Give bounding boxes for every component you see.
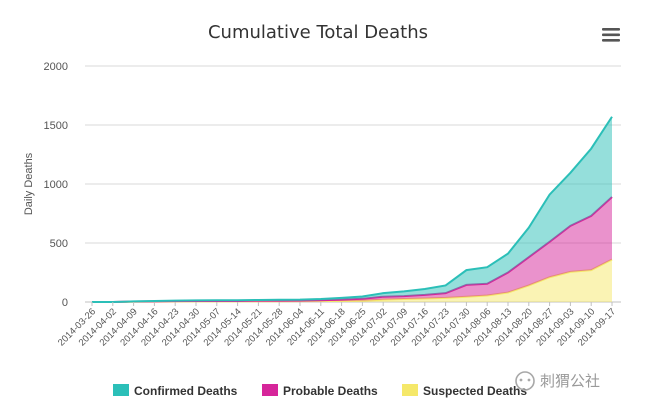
legend-item-probable-deaths[interactable]: Probable Deaths [262,384,378,398]
y-tick-label: 500 [50,238,68,250]
legend-label: Probable Deaths [283,384,378,398]
legend-label: Suspected Deaths [423,384,527,398]
legend-swatch [262,384,278,396]
wechat-icon [515,371,535,391]
wechat-icon-eye [527,378,531,382]
hamburger-menu-icon [602,28,620,31]
chart-title: Cumulative Total Deaths [208,22,428,43]
area-suspected-deaths [92,259,612,302]
y-tick-label: 0 [62,297,68,309]
hamburger-menu-icon-bar [602,33,620,37]
legend-swatch [113,384,129,396]
y-axis-label: Daily Deaths [23,152,35,215]
y-axis-ticks: 0 500 1000 1500 2000 [44,61,68,309]
legend-item-suspected-deaths[interactable]: Suspected Deaths [402,384,527,398]
wechat-icon-eye [519,378,523,382]
legend-swatch [402,384,418,396]
series-areas [92,116,613,303]
y-tick-label: 2000 [44,61,68,73]
line-confirmed-deaths [92,116,613,303]
watermark-text: 刺猬公社 [540,373,600,390]
x-axis-ticks: 2014-03-262014-04-022014-04-092014-04-16… [56,302,618,348]
y-tick-label: 1000 [44,179,68,191]
legend-label: Confirmed Deaths [134,384,238,398]
export-menu-button[interactable] [598,24,624,44]
y-tick-label: 1500 [44,120,68,132]
legend[interactable]: Confirmed Deaths Probable Deaths Suspected… [113,384,527,398]
hamburger-menu-icon-bar [602,39,620,42]
watermark: 刺猬公社 [515,371,600,391]
legend-item-confirmed-deaths[interactable]: Confirmed Deaths [113,384,238,398]
